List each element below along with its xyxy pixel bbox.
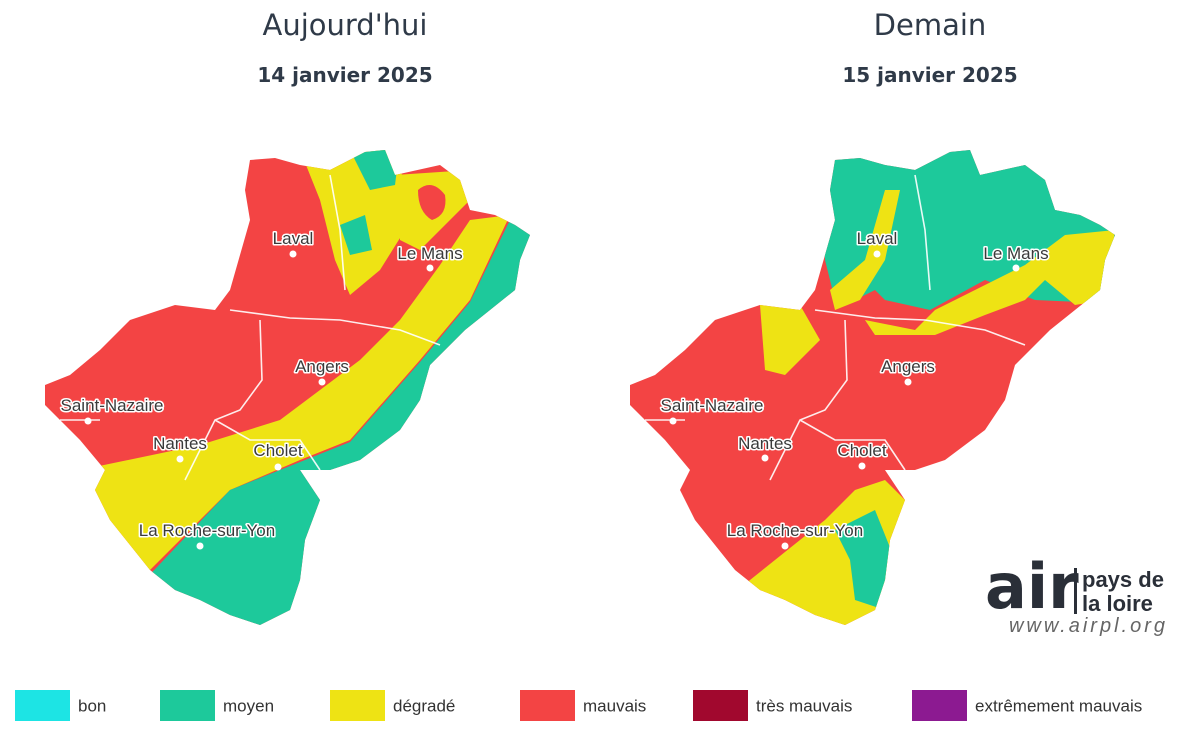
legend-swatch: [520, 690, 575, 721]
city-dot: [873, 250, 881, 258]
map-title: Demain: [874, 8, 987, 42]
city-dot: [196, 542, 204, 550]
logo-brand: air: [985, 550, 1079, 623]
city-dot: [858, 462, 866, 470]
city-dot: [289, 250, 297, 258]
legend-swatch: [912, 690, 967, 721]
map-date: 15 janvier 2025: [842, 63, 1017, 87]
legend-label: extrêmement mauvais: [975, 696, 1142, 715]
city-label: Laval: [857, 229, 898, 248]
logo-url: www.airpl.org: [1009, 615, 1168, 637]
logo: air pays de la loire www.airpl.org: [985, 550, 1168, 637]
logo-divider: [1074, 568, 1077, 614]
city-dot: [761, 454, 769, 462]
city-label: Saint-Nazaire: [61, 396, 164, 415]
legend-swatch: [160, 690, 215, 721]
city-dot: [274, 463, 282, 471]
city-dot: [781, 542, 789, 550]
legend-swatch: [693, 690, 748, 721]
city-label: Cholet: [837, 441, 886, 460]
city-dot: [669, 417, 677, 425]
logo-line: la loire: [1082, 591, 1153, 616]
legend-swatch: [15, 690, 70, 721]
city-label: Angers: [295, 357, 349, 376]
city-label: Le Mans: [397, 244, 462, 263]
legend-label: mauvais: [583, 696, 646, 715]
city-dot: [84, 417, 92, 425]
city-dot: [426, 264, 434, 272]
logo-line: pays de: [1082, 567, 1164, 592]
city-label: Nantes: [738, 434, 792, 453]
legend-swatch: [330, 690, 385, 721]
city-dot: [318, 378, 326, 386]
city-label: La Roche-sur-Yon: [139, 521, 275, 540]
city-label: La Roche-sur-Yon: [727, 521, 863, 540]
city-dot: [176, 455, 184, 463]
city-label: Nantes: [153, 434, 207, 453]
city-label: Le Mans: [983, 244, 1048, 263]
city-dot: [1012, 264, 1020, 272]
city-label: Cholet: [253, 441, 302, 460]
city-label: Angers: [881, 357, 935, 376]
city-label: Laval: [273, 229, 314, 248]
legend-label: très mauvais: [756, 696, 852, 715]
legend-label: dégradé: [393, 696, 455, 715]
map-date: 14 janvier 2025: [257, 63, 432, 87]
city-label: Saint-Nazaire: [661, 396, 764, 415]
legend-label: moyen: [223, 696, 274, 715]
legend-label: bon: [78, 696, 106, 715]
map-today: [45, 150, 530, 625]
city-dot: [904, 378, 912, 386]
map-title: Aujourd'hui: [262, 8, 427, 42]
